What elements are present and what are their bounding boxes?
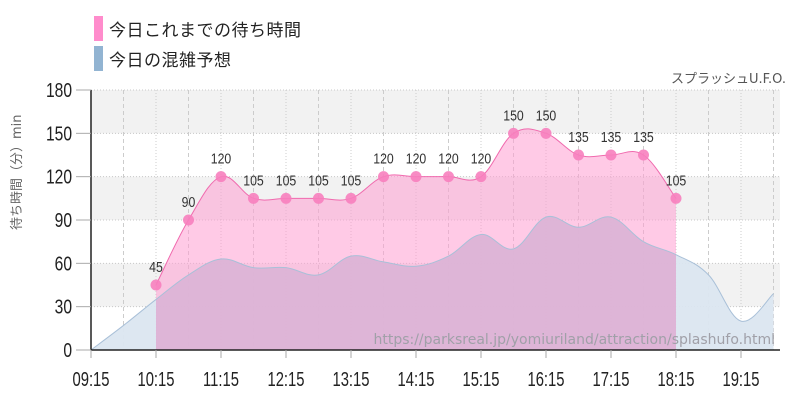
data-point-label: 135 bbox=[633, 129, 654, 145]
y-tick-label: 180 bbox=[46, 79, 72, 101]
data-point-marker[interactable] bbox=[638, 149, 649, 161]
data-point-marker[interactable] bbox=[508, 127, 519, 139]
data-point-label: 150 bbox=[536, 107, 557, 123]
data-point-marker[interactable] bbox=[410, 171, 422, 183]
x-tick-label: 14:15 bbox=[397, 368, 434, 391]
y-tick-label: 0 bbox=[63, 339, 72, 361]
data-point-marker[interactable] bbox=[670, 192, 682, 204]
data-point-marker[interactable] bbox=[248, 192, 259, 204]
y-tick-label: 120 bbox=[46, 166, 72, 188]
legend-swatch-actual bbox=[94, 15, 103, 41]
x-tick-label: 15:15 bbox=[462, 368, 499, 391]
y-tick-label: 30 bbox=[55, 296, 72, 318]
data-point-label: 105 bbox=[243, 172, 264, 188]
data-point-marker[interactable] bbox=[573, 149, 584, 161]
data-point-label: 120 bbox=[373, 151, 394, 167]
data-point-label: 120 bbox=[211, 151, 232, 167]
x-tick-label: 17:15 bbox=[592, 368, 629, 391]
legend-swatch-forecast bbox=[94, 45, 103, 71]
data-point-marker[interactable] bbox=[183, 214, 194, 226]
forecast-line bbox=[90, 215, 774, 351]
watermark-url: https://parksreal.jp/yomiuriland/attract… bbox=[373, 332, 775, 348]
x-tick-label: 18:15 bbox=[657, 368, 694, 391]
legend: 今日これまでの待ち時間 今日の混雑予想 bbox=[94, 13, 302, 73]
grid-band bbox=[91, 90, 780, 134]
data-point-label: 45 bbox=[149, 259, 163, 275]
data-point-label: 105 bbox=[666, 172, 687, 188]
data-point-label: 120 bbox=[471, 151, 492, 167]
x-tick-label: 12:15 bbox=[267, 368, 304, 391]
data-point-marker[interactable] bbox=[280, 192, 292, 204]
x-tick-label: 09:15 bbox=[72, 368, 109, 391]
legend-item-forecast[interactable]: 今日の混雑予想 bbox=[94, 43, 302, 73]
data-point-marker[interactable] bbox=[345, 192, 357, 204]
data-point-marker[interactable] bbox=[475, 171, 487, 183]
overlap-area bbox=[156, 216, 676, 350]
data-point-label: 135 bbox=[601, 129, 622, 145]
data-point-label: 105 bbox=[308, 172, 329, 188]
data-point-marker[interactable] bbox=[215, 171, 227, 183]
x-tick-label: 19:15 bbox=[722, 368, 759, 391]
data-point-marker[interactable] bbox=[313, 192, 324, 204]
data-point-label: 150 bbox=[503, 107, 524, 123]
y-tick-label: 60 bbox=[55, 252, 72, 274]
legend-item-actual[interactable]: 今日これまでの待ち時間 bbox=[94, 13, 302, 43]
data-point-marker[interactable] bbox=[443, 171, 454, 183]
data-point-label: 120 bbox=[438, 151, 459, 167]
data-point-label: 90 bbox=[182, 194, 196, 210]
x-tick-label: 16:15 bbox=[527, 368, 564, 391]
data-point-marker[interactable] bbox=[540, 127, 552, 139]
legend-label-actual: 今日これまでの待ち時間 bbox=[109, 20, 302, 41]
x-tick-label: 10:15 bbox=[137, 368, 174, 391]
y-tick-label: 150 bbox=[46, 122, 72, 144]
y-tick-label: 90 bbox=[55, 209, 72, 231]
data-point-label: 135 bbox=[568, 129, 589, 145]
legend-label-forecast: 今日の混雑予想 bbox=[109, 50, 232, 71]
x-tick-label: 13:15 bbox=[332, 368, 369, 391]
data-point-label: 120 bbox=[406, 151, 427, 167]
data-point-marker[interactable] bbox=[150, 279, 162, 291]
data-point-label: 105 bbox=[341, 172, 362, 188]
attraction-name: スプラッシュU.F.O. bbox=[670, 72, 786, 87]
data-point-label: 105 bbox=[276, 172, 297, 188]
data-point-marker[interactable] bbox=[605, 149, 617, 161]
actual-area bbox=[156, 128, 676, 350]
x-tick-label: 11:15 bbox=[203, 368, 239, 391]
data-point-marker[interactable] bbox=[378, 171, 389, 183]
